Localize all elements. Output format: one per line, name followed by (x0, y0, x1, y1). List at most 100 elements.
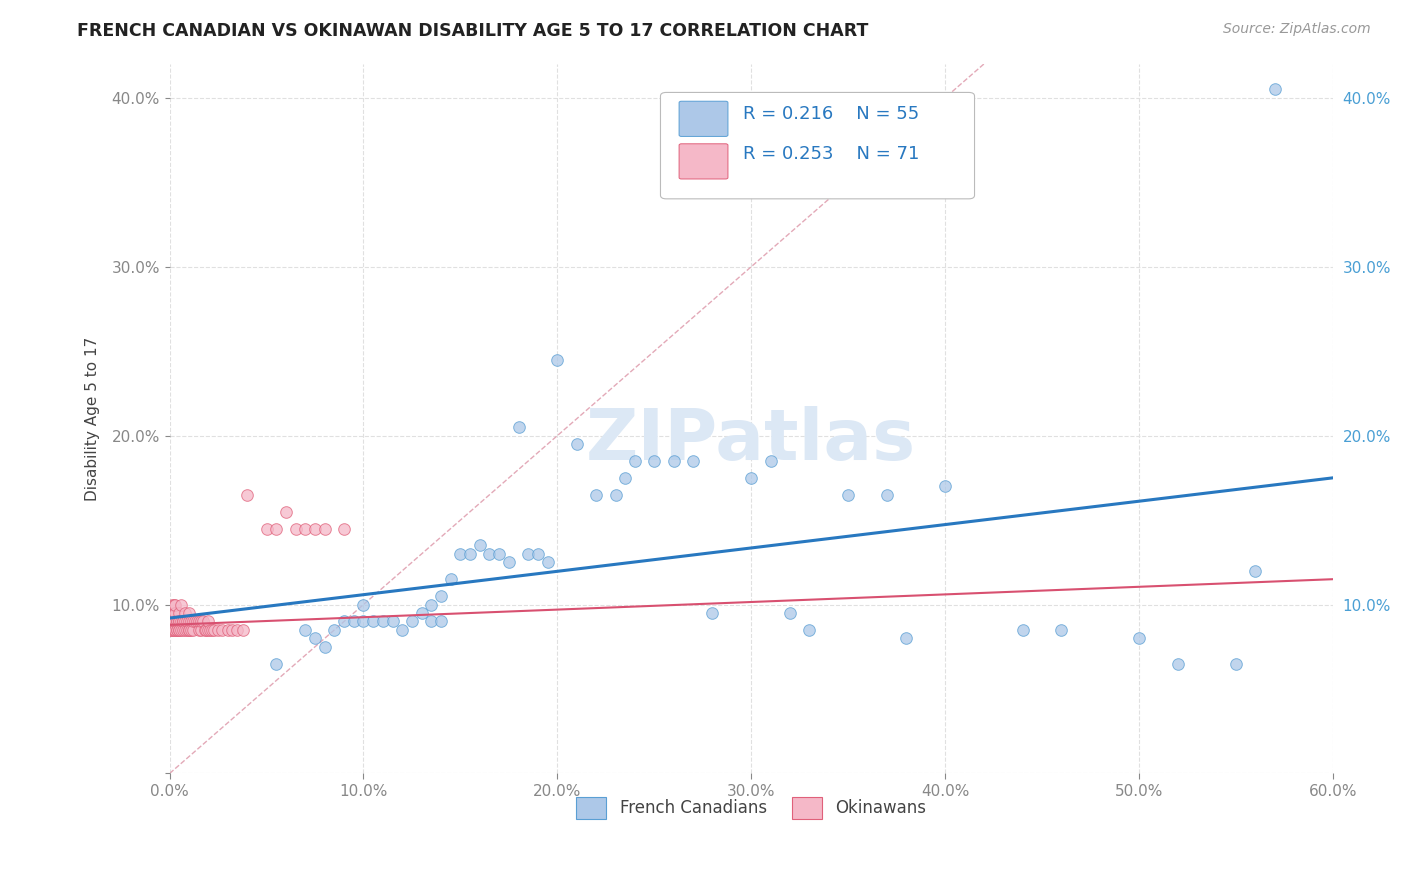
Point (165, 615, 187, 629)
Text: Source: ZipAtlas.com: Source: ZipAtlas.com (1223, 22, 1371, 37)
Point (256, 522, 278, 536)
Point (172, 615, 194, 629)
Point (517, 547, 540, 561)
Point (187, 615, 209, 629)
Point (353, 615, 375, 629)
Point (314, 640, 336, 654)
Point (440, 572, 463, 586)
Point (264, 657, 287, 671)
Point (430, 615, 453, 629)
Point (162, 606, 184, 620)
Point (353, 598, 375, 612)
FancyBboxPatch shape (679, 101, 728, 136)
Point (488, 547, 510, 561)
Point (159, 623, 181, 637)
Point (304, 522, 326, 536)
Point (779, 606, 801, 620)
Point (682, 454, 704, 468)
Point (177, 615, 200, 629)
Point (162, 623, 184, 637)
Point (170, 623, 193, 637)
Text: R = 0.216    N = 55: R = 0.216 N = 55 (742, 104, 920, 123)
Point (508, 420, 530, 434)
Point (187, 623, 209, 637)
Point (1225, 657, 1247, 671)
Point (401, 615, 423, 629)
Point (333, 615, 356, 629)
Point (343, 615, 366, 629)
Point (217, 623, 239, 637)
Point (449, 547, 471, 561)
Text: ZIPatlas: ZIPatlas (586, 406, 917, 475)
Point (166, 623, 188, 637)
Point (160, 623, 183, 637)
Point (169, 615, 191, 629)
Point (207, 623, 229, 637)
Point (430, 589, 453, 603)
Point (411, 606, 433, 620)
Point (876, 488, 898, 502)
Point (759, 454, 782, 468)
Point (201, 623, 224, 637)
Point (837, 488, 859, 502)
Point (565, 437, 588, 451)
Point (498, 555, 520, 569)
Point (274, 505, 297, 519)
Text: R = 0.253    N = 71: R = 0.253 N = 71 (742, 145, 920, 163)
Point (160, 615, 183, 629)
Point (702, 606, 724, 620)
Point (391, 623, 413, 637)
Point (166, 623, 188, 637)
Point (527, 547, 550, 561)
Point (177, 606, 200, 620)
Point (160, 623, 183, 637)
Point (190, 623, 212, 637)
Point (193, 623, 215, 637)
Point (264, 522, 287, 536)
Point (221, 623, 243, 637)
Point (896, 632, 918, 646)
Point (180, 623, 202, 637)
Point (1244, 564, 1267, 578)
Point (546, 352, 568, 367)
Point (799, 623, 821, 637)
Point (181, 615, 204, 629)
Point (236, 488, 259, 502)
Point (172, 623, 194, 637)
Point (169, 615, 191, 629)
Point (537, 555, 560, 569)
Point (170, 598, 193, 612)
Point (662, 454, 685, 468)
Point (166, 615, 188, 629)
Point (159, 606, 181, 620)
Point (191, 615, 214, 629)
Point (1011, 623, 1033, 637)
Point (323, 623, 346, 637)
Point (1264, 82, 1286, 96)
Point (314, 522, 336, 536)
Point (177, 623, 200, 637)
Point (166, 615, 188, 629)
Point (740, 471, 762, 485)
Point (624, 454, 647, 468)
Point (169, 606, 191, 620)
Point (294, 522, 316, 536)
Point (934, 479, 956, 493)
Point (371, 615, 394, 629)
Legend: French Canadians, Okinawans: French Canadians, Okinawans (569, 790, 932, 825)
Point (478, 547, 501, 561)
Point (420, 615, 443, 629)
Point (174, 606, 197, 620)
Point (169, 623, 191, 637)
Point (458, 547, 481, 561)
Point (211, 623, 233, 637)
Y-axis label: Disability Age 5 to 17: Disability Age 5 to 17 (86, 336, 100, 501)
Point (226, 623, 249, 637)
Point (176, 615, 198, 629)
Point (181, 623, 204, 637)
Point (165, 606, 187, 620)
Point (186, 615, 208, 629)
Point (1050, 623, 1073, 637)
Point (294, 623, 316, 637)
Point (614, 471, 637, 485)
